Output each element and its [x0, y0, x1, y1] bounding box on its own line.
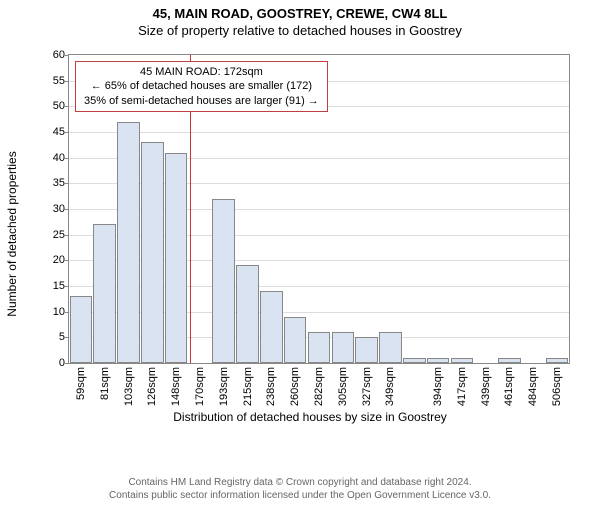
ytick-label: 40 [53, 152, 65, 164]
ytick-mark [65, 235, 69, 236]
ytick-mark [65, 81, 69, 82]
ytick-mark [65, 132, 69, 133]
xtick-label: 394sqm [432, 367, 444, 406]
ytick-mark [65, 55, 69, 56]
histogram-bar [308, 332, 331, 363]
xtick-label: 484sqm [527, 367, 539, 406]
xtick-label: 305sqm [337, 367, 349, 406]
histogram-bar [70, 296, 93, 363]
ytick-mark [65, 158, 69, 159]
ytick-label: 5 [59, 331, 65, 343]
histogram-bar [284, 317, 307, 363]
xtick-label: 282sqm [313, 367, 325, 406]
page-subtitle: Size of property relative to detached ho… [0, 23, 600, 38]
histogram-bar [141, 142, 164, 363]
xtick-label: 126sqm [146, 367, 158, 406]
histogram-bar [403, 358, 426, 363]
footer-line-2: Contains public sector information licen… [0, 490, 600, 503]
histogram-bar [498, 358, 521, 363]
xtick-label: 148sqm [170, 367, 182, 406]
ytick-mark [65, 260, 69, 261]
xtick-label: 193sqm [218, 367, 230, 406]
histogram-bar [212, 199, 235, 363]
xtick-label: 215sqm [242, 367, 254, 406]
chart-container: Number of detached properties 45 MAIN RO… [40, 54, 580, 414]
ytick-label: 55 [53, 75, 65, 87]
ytick-mark [65, 286, 69, 287]
ytick-label: 10 [53, 306, 65, 318]
y-axis-title: Number of detached properties [5, 151, 19, 316]
xtick-label: 238sqm [265, 367, 277, 406]
histogram-bar [165, 153, 188, 363]
histogram-bar [93, 224, 116, 363]
histogram-bar [427, 358, 450, 363]
xtick-label: 81sqm [99, 367, 111, 400]
ytick-mark [65, 337, 69, 338]
ytick-label: 50 [53, 100, 65, 112]
histogram-bar [236, 265, 259, 363]
plot-region: 45 MAIN ROAD: 172sqm ← 65% of detached h… [68, 54, 570, 364]
histogram-bar [332, 332, 355, 363]
ytick-label: 25 [53, 229, 65, 241]
ytick-mark [65, 363, 69, 364]
histogram-bar [451, 358, 474, 363]
xtick-label: 417sqm [456, 367, 468, 406]
footer-line-1: Contains HM Land Registry data © Crown c… [0, 477, 600, 490]
ytick-label: 30 [53, 203, 65, 215]
histogram-bar [546, 358, 569, 363]
ytick-label: 35 [53, 177, 65, 189]
info-line-3: 35% of semi-detached houses are larger (… [84, 94, 319, 108]
info-box: 45 MAIN ROAD: 172sqm ← 65% of detached h… [75, 61, 328, 112]
footer: Contains HM Land Registry data © Crown c… [0, 477, 600, 502]
ytick-mark [65, 183, 69, 184]
xtick-label: 461sqm [503, 367, 515, 406]
ytick-label: 0 [59, 357, 65, 369]
xtick-label: 439sqm [480, 367, 492, 406]
xtick-label: 349sqm [384, 367, 396, 406]
xtick-label: 260sqm [289, 367, 301, 406]
ytick-label: 20 [53, 254, 65, 266]
info-line-2: ← 65% of detached houses are smaller (17… [84, 79, 319, 93]
xtick-label: 506sqm [551, 367, 563, 406]
histogram-bar [379, 332, 402, 363]
ytick-label: 60 [53, 49, 65, 61]
xtick-label: 59sqm [75, 367, 87, 400]
histogram-bar [355, 337, 378, 363]
xtick-label: 103sqm [123, 367, 135, 406]
xtick-label: 327sqm [361, 367, 373, 406]
info-line-1: 45 MAIN ROAD: 172sqm [84, 65, 319, 79]
page-title: 45, MAIN ROAD, GOOSTREY, CREWE, CW4 8LL [0, 6, 600, 21]
histogram-bar [260, 291, 283, 363]
ytick-mark [65, 312, 69, 313]
ytick-label: 15 [53, 280, 65, 292]
gridline [69, 132, 569, 133]
xtick-label: 170sqm [194, 367, 206, 406]
x-axis-title: Distribution of detached houses by size … [173, 410, 446, 424]
histogram-bar [117, 122, 140, 363]
ytick-mark [65, 209, 69, 210]
ytick-label: 45 [53, 126, 65, 138]
ytick-mark [65, 106, 69, 107]
